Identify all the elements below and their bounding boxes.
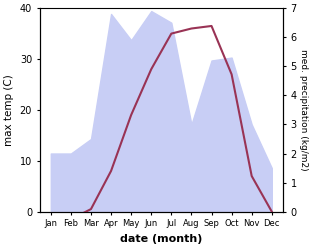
Y-axis label: max temp (C): max temp (C) xyxy=(4,74,14,146)
Y-axis label: med. precipitation (kg/m2): med. precipitation (kg/m2) xyxy=(299,49,308,171)
X-axis label: date (month): date (month) xyxy=(120,234,202,244)
